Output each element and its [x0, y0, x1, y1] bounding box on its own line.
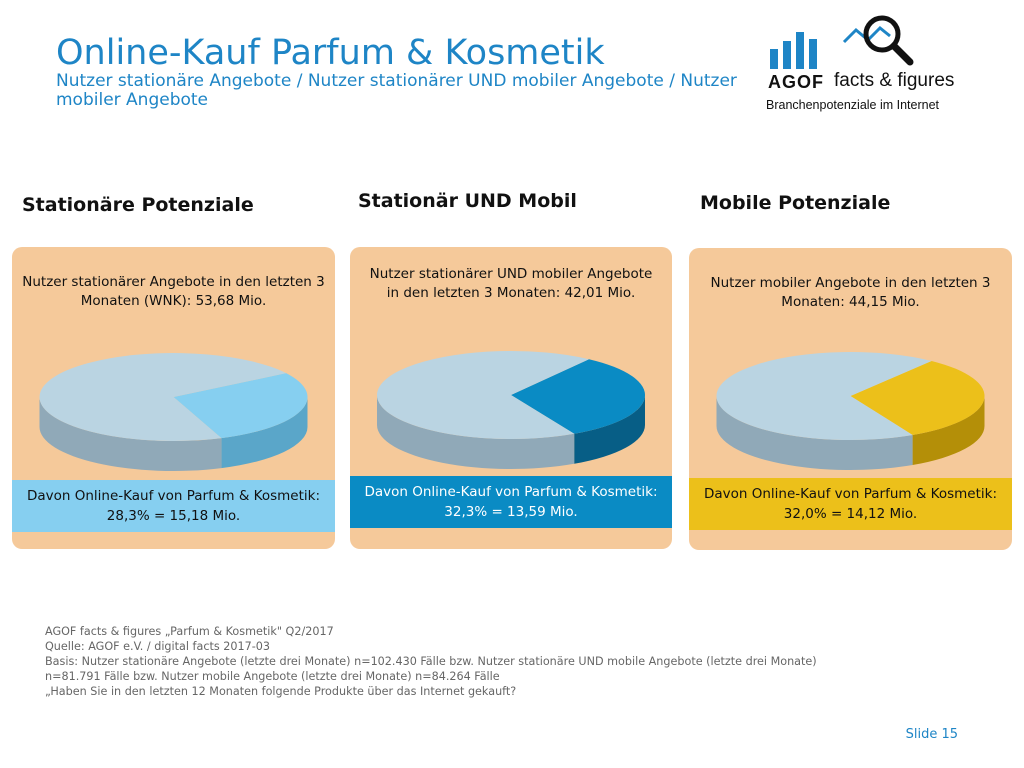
band-mobil-text: Davon Online-Kauf von Parfum & Kosmetik:…	[703, 486, 998, 522]
footnote-line: Basis: Nutzer stationäre Angebote (letzt…	[45, 655, 817, 668]
panel-stationaer-text: Nutzer stationärer Angebote in den letzt…	[22, 274, 325, 309]
panel-stationaer-und-mobil-text: Nutzer stationärer UND mobiler Angebote …	[369, 266, 653, 301]
band-stationaer-text: Davon Online-Kauf von Parfum & Kosmetik:…	[26, 488, 321, 524]
agof-logo: AGOF facts & figures Branchenpotenziale …	[764, 12, 964, 116]
heading-mobil: Mobile Potenziale	[700, 192, 891, 214]
pie-slice-rest	[377, 351, 589, 439]
band-stationaer-und-mobil-text: Davon Online-Kauf von Parfum & Kosmetik:…	[364, 484, 658, 520]
pie-slice-highlight	[511, 359, 645, 434]
pie-side-highlight	[574, 395, 645, 464]
pie-side-rest	[377, 395, 575, 469]
pie-chart-stationaer-und-mobil	[377, 351, 645, 469]
footnote-line: „Haben Sie in den letzten 12 Monaten fol…	[45, 685, 517, 698]
band-stationaer: Davon Online-Kauf von Parfum & Kosmetik:…	[12, 480, 335, 532]
footnote: AGOF facts & figures „Parfum & Kosmetik"…	[45, 624, 995, 699]
band-mobil: Davon Online-Kauf von Parfum & Kosmetik:…	[689, 478, 1012, 530]
heading-stationaer: Stationäre Potenziale	[22, 194, 254, 216]
heading-stationaer-und-mobil: Stationär UND Mobil	[358, 190, 577, 212]
page-subtitle: Nutzer stationäre Angebote / Nutzer stat…	[56, 71, 737, 110]
footnote-line: Quelle: AGOF e.V. / digital facts 2017-0…	[45, 640, 270, 653]
page-title: Online-Kauf Parfum & Kosmetik	[56, 33, 605, 73]
pie-side-highlight	[221, 397, 308, 469]
footnote-line: n=81.791 Fälle bzw. Nutzer mobile Angebo…	[45, 670, 500, 683]
logo-brand: AGOF	[768, 72, 824, 92]
logo-product: facts & figures	[834, 70, 955, 91]
pie-slice-rest	[39, 353, 287, 441]
pie-slice-rest	[716, 352, 932, 440]
pie-slice-highlight	[850, 360, 985, 435]
pie-side-rest	[716, 396, 913, 470]
pie-slice-highlight	[173, 373, 308, 439]
pie-side-rest	[39, 397, 222, 471]
footnote-line: AGOF facts & figures „Parfum & Kosmetik"…	[45, 625, 334, 638]
pie-chart-stationaer	[39, 353, 308, 471]
bar-chart-magnifier-icon	[770, 15, 914, 69]
band-stationaer-und-mobil: Davon Online-Kauf von Parfum & Kosmetik:…	[350, 476, 672, 528]
pie-chart-mobil	[716, 352, 985, 470]
pie-side-highlight	[912, 396, 985, 465]
slide-number: Slide 15	[905, 727, 958, 742]
logo-tagline: Branchenpotenziale im Internet	[766, 98, 940, 112]
panel-mobil-text: Nutzer mobiler Angebote in den letzten 3…	[710, 275, 991, 310]
